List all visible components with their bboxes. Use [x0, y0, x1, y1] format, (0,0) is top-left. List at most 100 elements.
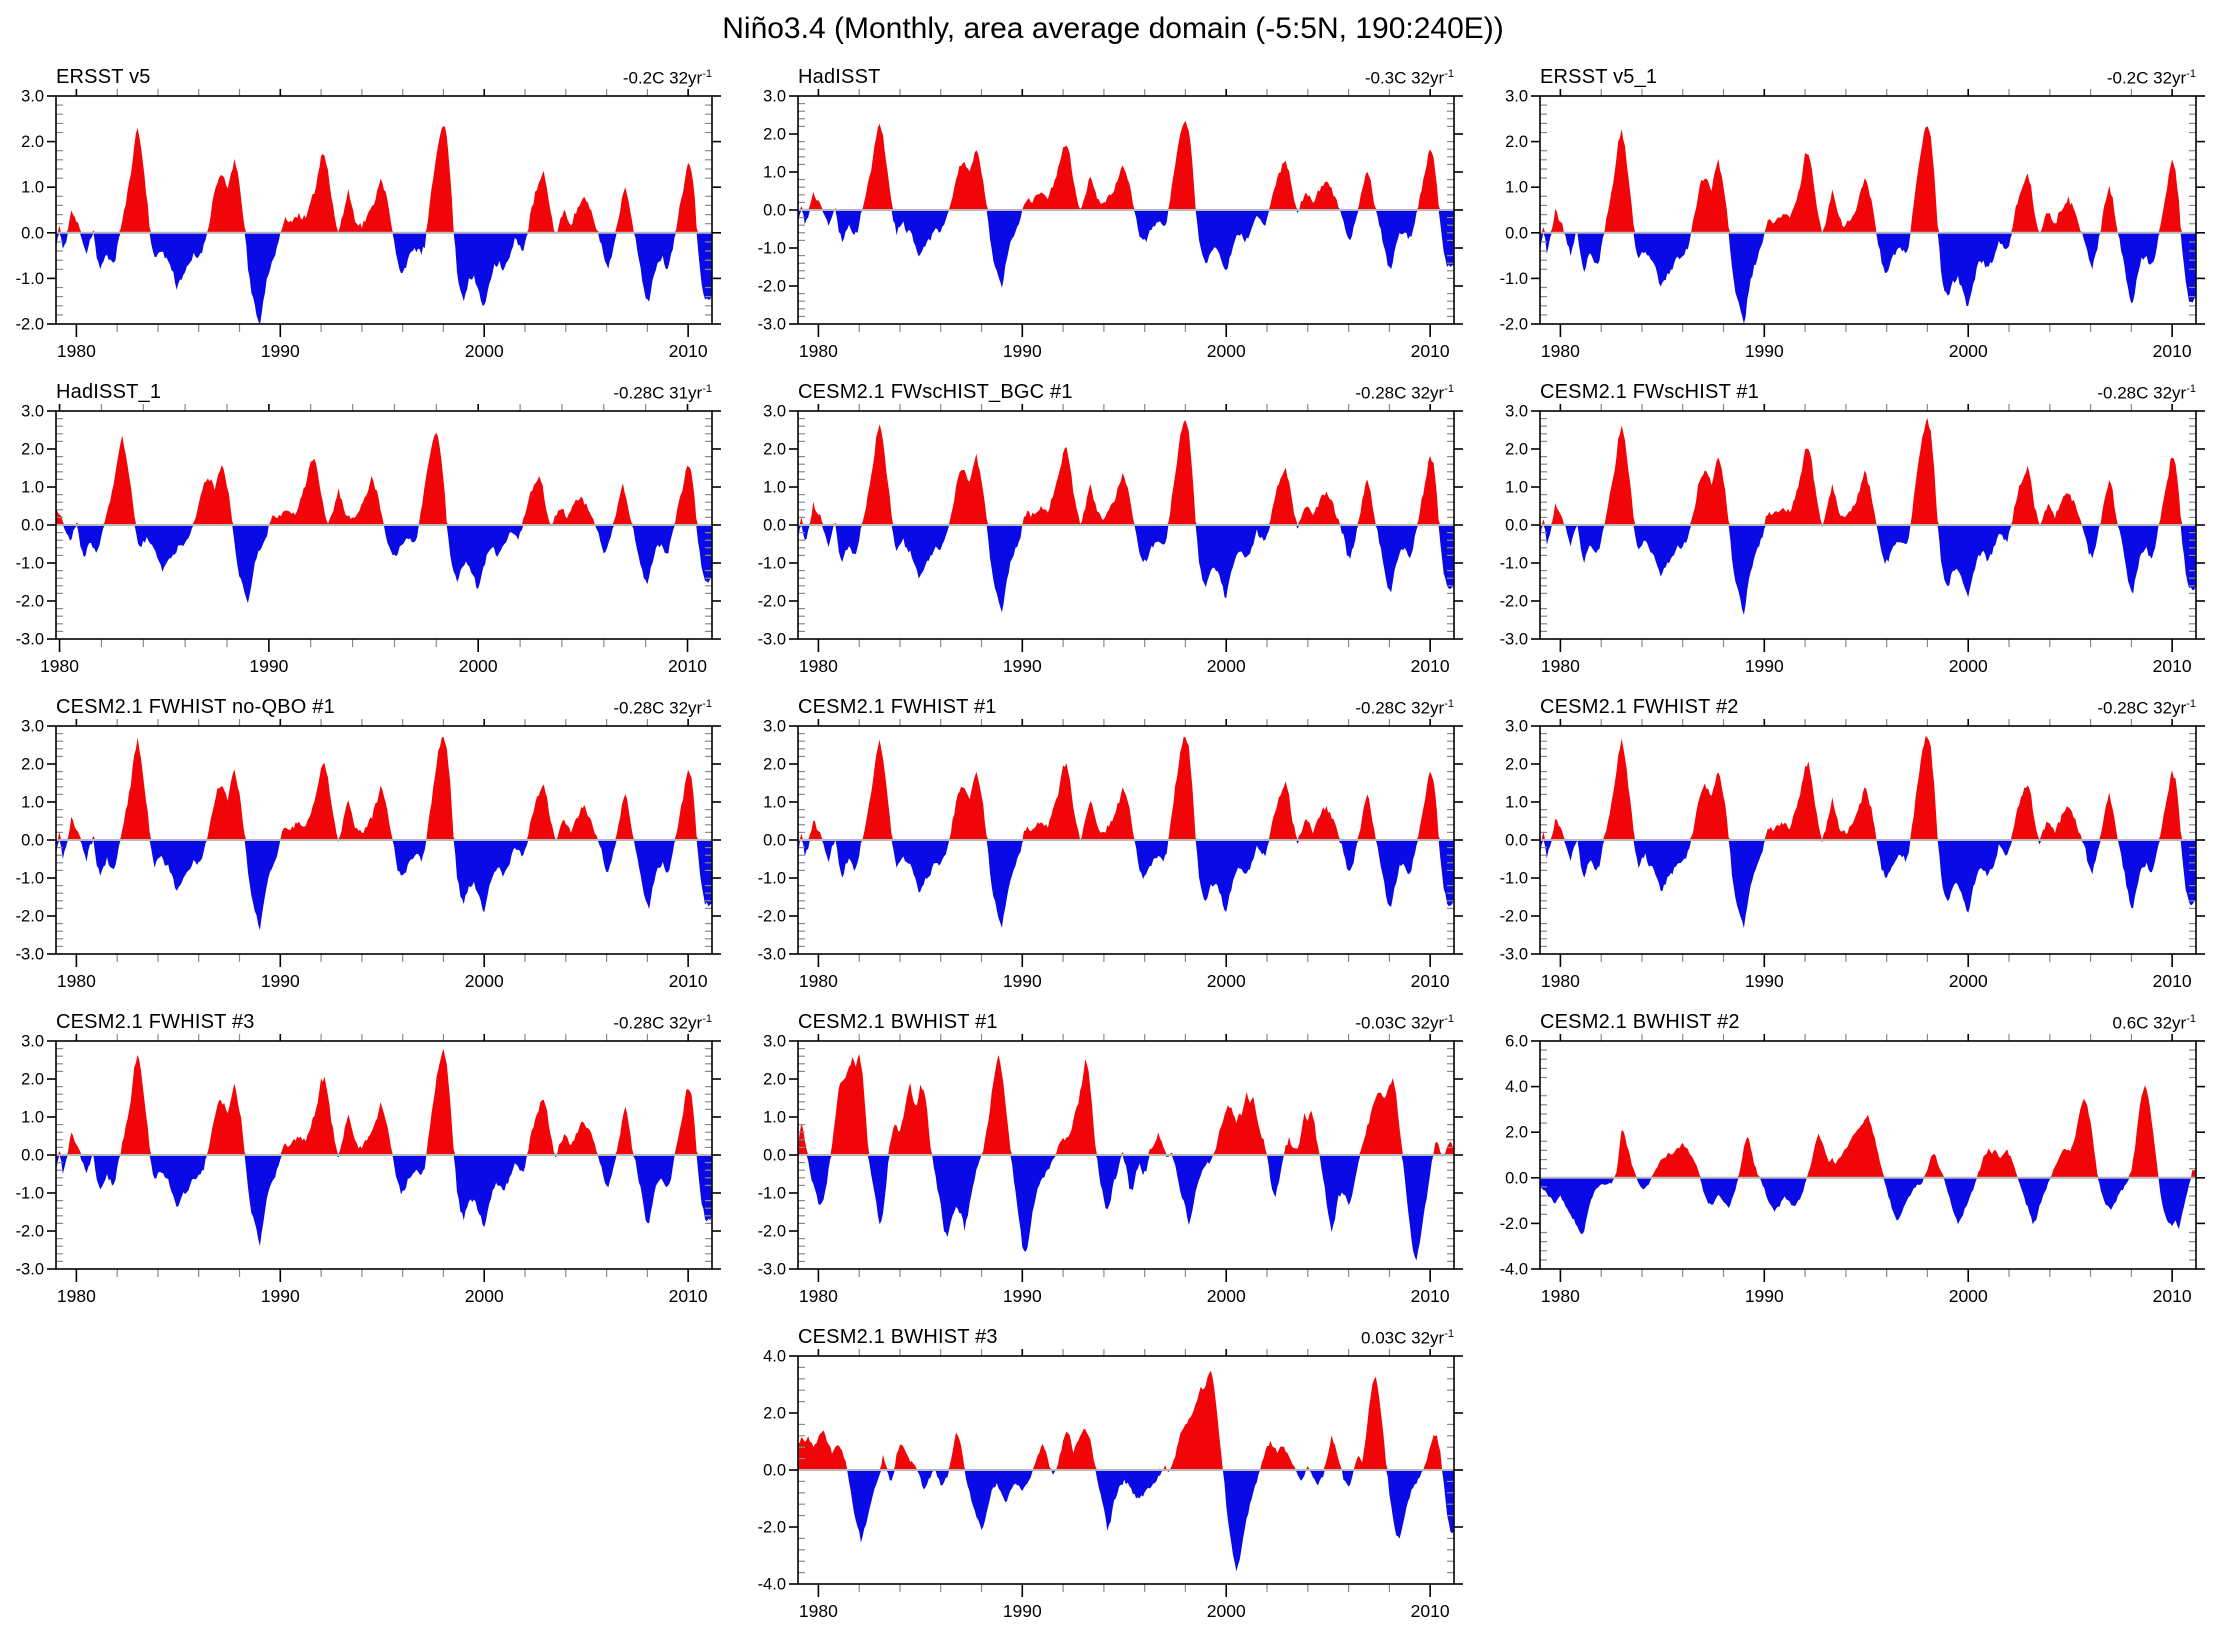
svg-text:1980: 1980	[1541, 971, 1580, 991]
svg-text:1990: 1990	[261, 341, 300, 361]
svg-text:-3.0: -3.0	[758, 946, 786, 964]
trend-exponent: -1	[1444, 68, 1454, 81]
panel-ersst-v5-1: ERSST v5_1 -0.2C 32yr-1 -2.0 -1.0 0.0 1.0 2.…	[1484, 62, 2226, 377]
svg-text:1.0: 1.0	[763, 1109, 786, 1127]
svg-text:2.0: 2.0	[1505, 133, 1528, 151]
svg-text:0.0: 0.0	[763, 832, 786, 850]
svg-text:4.0: 4.0	[763, 1349, 786, 1366]
svg-text:2.0: 2.0	[1505, 1124, 1528, 1142]
trend-exponent: -1	[702, 698, 712, 711]
svg-text:-1.0: -1.0	[16, 870, 44, 888]
panel-header: CESM2.1 FWscHIST_BGC #1 -0.28C 32yr-1	[742, 377, 1484, 404]
svg-text:0.0: 0.0	[1505, 832, 1528, 850]
svg-text:-1.0: -1.0	[16, 555, 44, 573]
svg-text:1.0: 1.0	[21, 794, 44, 812]
trend-value: -0.28C 32yr	[2097, 699, 2187, 718]
plot-hadisst-1: -3.0 -2.0 -1.0 0.0 1.0 2.0 3.0 1980 1990 2000 2010	[16, 404, 721, 676]
svg-text:1990: 1990	[1745, 656, 1784, 676]
trend-value: -0.28C 32yr	[1355, 384, 1445, 403]
trend-value: -0.03C 32yr	[1355, 1014, 1445, 1033]
svg-text:-4.0: -4.0	[1500, 1261, 1528, 1279]
svg-text:3.0: 3.0	[763, 1034, 786, 1051]
trend-label: -0.28C 32yr-1	[613, 1013, 712, 1034]
svg-text:-3.0: -3.0	[16, 631, 44, 649]
svg-text:2.0: 2.0	[763, 756, 786, 774]
svg-text:2.0: 2.0	[1505, 441, 1528, 459]
svg-text:3.0: 3.0	[21, 1034, 44, 1051]
svg-text:2010: 2010	[669, 341, 708, 361]
svg-text:1990: 1990	[1003, 1601, 1042, 1621]
svg-text:2000: 2000	[1207, 971, 1246, 991]
svg-text:1.0: 1.0	[763, 164, 786, 182]
svg-text:2010: 2010	[1411, 341, 1450, 361]
svg-text:1990: 1990	[1003, 971, 1042, 991]
panel-hadisst-1: HadISST_1 -0.28C 31yr-1 -3.0 -2.0 -1.0 0.0 1…	[0, 377, 742, 692]
svg-text:2010: 2010	[1411, 656, 1450, 676]
trend-exponent: -1	[1444, 1013, 1454, 1026]
trend-label: -0.28C 32yr-1	[2097, 698, 2196, 719]
svg-text:2010: 2010	[2153, 971, 2192, 991]
trend-exponent: -1	[2186, 698, 2196, 711]
plot-ersst-v5-1: -2.0 -1.0 0.0 1.0 2.0 3.0 1980 1990 2000 2010	[1500, 89, 2205, 361]
svg-text:2.0: 2.0	[1505, 756, 1528, 774]
svg-text:1980: 1980	[1541, 341, 1580, 361]
trend-value: -0.28C 32yr	[1355, 699, 1445, 718]
svg-text:1990: 1990	[1003, 341, 1042, 361]
svg-text:-1.0: -1.0	[758, 240, 786, 258]
svg-text:-1.0: -1.0	[16, 270, 44, 288]
panel-bwhist-1: CESM2.1 BWHIST #1 -0.03C 32yr-1 -3.0 -2.0…	[742, 1007, 1484, 1322]
svg-text:1980: 1980	[40, 656, 79, 676]
svg-text:2000: 2000	[1207, 1601, 1246, 1621]
svg-text:2.0: 2.0	[763, 1405, 786, 1423]
svg-text:-2.0: -2.0	[758, 1519, 786, 1537]
svg-text:1980: 1980	[799, 971, 838, 991]
svg-text:0.0: 0.0	[763, 202, 786, 220]
svg-text:-2.0: -2.0	[16, 593, 44, 611]
svg-text:1980: 1980	[1541, 656, 1580, 676]
svg-text:3.0: 3.0	[21, 404, 44, 421]
svg-text:2000: 2000	[1949, 1286, 1988, 1306]
svg-text:2010: 2010	[2153, 1286, 2192, 1306]
trend-value: -0.28C 31yr	[613, 384, 703, 403]
panel-title: HadISST	[798, 66, 881, 88]
panel-header: HadISST_1 -0.28C 31yr-1	[0, 377, 742, 404]
svg-text:1980: 1980	[57, 1286, 96, 1306]
svg-text:1980: 1980	[1541, 1286, 1580, 1306]
svg-text:-1.0: -1.0	[1500, 870, 1528, 888]
svg-text:6.0: 6.0	[1505, 1034, 1528, 1051]
svg-text:2010: 2010	[1411, 1601, 1450, 1621]
svg-text:0.0: 0.0	[21, 832, 44, 850]
panel-header: CESM2.1 BWHIST #2 0.6C 32yr-1	[1484, 1007, 2226, 1034]
svg-text:2000: 2000	[1949, 656, 1988, 676]
svg-text:-2.0: -2.0	[758, 908, 786, 926]
svg-text:2.0: 2.0	[763, 441, 786, 459]
trend-exponent: -1	[702, 383, 712, 396]
trend-label: -0.28C 31yr-1	[613, 383, 712, 404]
svg-text:-3.0: -3.0	[758, 1261, 786, 1279]
svg-text:2000: 2000	[465, 971, 504, 991]
trend-label: -0.2C 32yr-1	[623, 68, 712, 89]
svg-text:2.0: 2.0	[21, 133, 44, 151]
trend-exponent: -1	[2186, 383, 2196, 396]
svg-text:1.0: 1.0	[21, 1109, 44, 1127]
panel-title: ERSST v5_1	[1540, 66, 1658, 88]
svg-text:-1.0: -1.0	[16, 1185, 44, 1203]
svg-text:3.0: 3.0	[1505, 404, 1528, 421]
svg-text:1.0: 1.0	[1505, 479, 1528, 497]
svg-text:1.0: 1.0	[21, 479, 44, 497]
svg-text:-4.0: -4.0	[758, 1576, 786, 1594]
svg-text:0.0: 0.0	[21, 1147, 44, 1165]
panel-header: CESM2.1 FWHIST #2 -0.28C 32yr-1	[1484, 692, 2226, 719]
plot-fwschist-bgc-1: -3.0 -2.0 -1.0 0.0 1.0 2.0 3.0 1980 1990 2000 2010	[758, 404, 1463, 676]
svg-text:2.0: 2.0	[21, 1071, 44, 1089]
trend-label: -0.28C 32yr-1	[2097, 383, 2196, 404]
svg-text:2000: 2000	[1949, 341, 1988, 361]
trend-exponent: -1	[1444, 1328, 1454, 1341]
panel-header: CESM2.1 BWHIST #1 -0.03C 32yr-1	[742, 1007, 1484, 1034]
trend-label: 0.03C 32yr-1	[1361, 1328, 1454, 1349]
trend-label: -0.28C 32yr-1	[1355, 383, 1454, 404]
svg-text:1980: 1980	[799, 1601, 838, 1621]
plot-bwhist-1: -3.0 -2.0 -1.0 0.0 1.0 2.0 3.0 1980 1990 2000 2010	[758, 1034, 1463, 1306]
svg-text:2000: 2000	[1949, 971, 1988, 991]
svg-text:2010: 2010	[668, 656, 707, 676]
